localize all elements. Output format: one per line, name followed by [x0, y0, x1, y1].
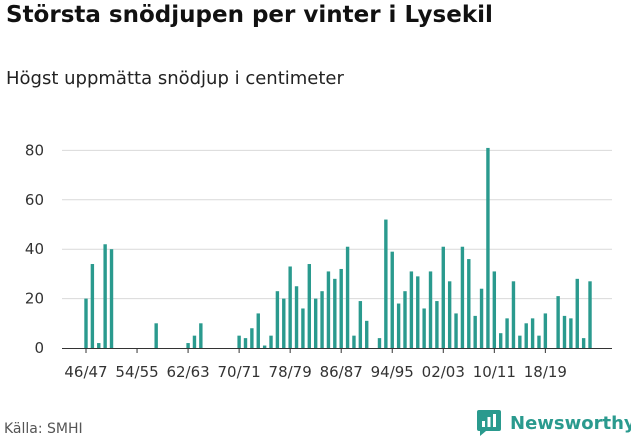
bar [384, 219, 388, 348]
bar [518, 335, 522, 348]
bar [396, 303, 401, 348]
y-tick-label: 0 [34, 339, 44, 357]
bar [492, 271, 497, 348]
bar [237, 335, 241, 348]
x-tick-label: 86/87 [320, 363, 363, 381]
bar [103, 244, 107, 348]
bar [581, 338, 586, 348]
bar [307, 264, 311, 348]
bar [333, 278, 337, 348]
bar [192, 335, 197, 348]
y-tick-label: 80 [25, 141, 44, 159]
x-tick-label: 94/95 [371, 363, 414, 381]
bar [562, 315, 567, 348]
bar [479, 288, 484, 348]
x-tick-label: 18/19 [524, 363, 567, 381]
bar [556, 296, 560, 348]
bar [473, 315, 477, 348]
bar [339, 268, 343, 348]
bar [441, 246, 445, 348]
bar [428, 271, 433, 348]
bar [530, 318, 535, 348]
bar [422, 308, 426, 348]
bar [345, 246, 350, 348]
bar [524, 323, 528, 348]
bar [365, 320, 369, 348]
bar [409, 271, 414, 348]
bar [447, 281, 452, 348]
bar [435, 301, 439, 348]
bar [109, 249, 114, 348]
chart-subtitle: Högst uppmätta snödjup i centimeter [6, 68, 344, 89]
bar [358, 301, 363, 348]
bar [537, 335, 541, 348]
x-tick-label: 54/55 [115, 363, 158, 381]
bar [288, 266, 292, 348]
bar [569, 318, 573, 348]
bar [377, 338, 382, 348]
bar [486, 147, 490, 348]
x-tick-label: 70/71 [218, 363, 261, 381]
bar [320, 291, 324, 348]
bars [84, 147, 592, 348]
bar [275, 291, 280, 348]
source-note: Källa: SMHI [4, 421, 83, 437]
y-tick-label: 20 [25, 290, 44, 308]
bar [588, 281, 592, 348]
bar [352, 335, 356, 348]
bar [499, 333, 503, 348]
bar [403, 291, 407, 348]
bar [256, 313, 260, 348]
bar [199, 323, 203, 348]
bar [454, 313, 458, 348]
bar [460, 246, 465, 348]
x-tick-label: 62/63 [166, 363, 209, 381]
bar [467, 259, 471, 348]
bar [282, 298, 286, 348]
x-tick-label: 10/11 [473, 363, 516, 381]
bar [90, 264, 95, 348]
bar [186, 343, 190, 348]
bar [269, 335, 273, 348]
x-tick-label: 02/03 [422, 363, 465, 381]
x-tick-label: 46/47 [64, 363, 107, 381]
bar [313, 298, 318, 348]
bar [154, 323, 158, 348]
y-axis-tick-labels: 0 20 40 60 80 [25, 141, 44, 357]
bar [294, 286, 299, 348]
grid-lines [62, 149, 612, 300]
bar [250, 328, 254, 348]
bar [575, 278, 579, 348]
bar [262, 345, 267, 348]
brand-logo: Newsworthy [476, 409, 631, 437]
bar [326, 271, 331, 348]
y-tick-label: 40 [25, 240, 44, 258]
bar [511, 281, 516, 348]
bar [84, 298, 88, 348]
x-axis: 46/47 54/55 62/63 70/71 78/79 86/87 94/95 02/03… [62, 348, 612, 381]
bar [243, 338, 248, 348]
y-tick-label: 60 [25, 191, 44, 209]
bar [543, 313, 548, 348]
bar [97, 343, 101, 348]
x-tick-label: 78/79 [269, 363, 312, 381]
bar [301, 308, 305, 348]
bar-chart-speech-bubble-icon [477, 410, 501, 436]
bar [390, 251, 394, 348]
bar-chart: 0 20 40 60 80 46/47 54/55 62/63 70/71 78/79 86/87… [25, 141, 612, 381]
bar [416, 276, 420, 348]
chart-title: Största snödjupen per vinter i Lysekil [6, 2, 493, 28]
brand-name: Newsworthy [510, 412, 631, 434]
bar [505, 318, 509, 348]
